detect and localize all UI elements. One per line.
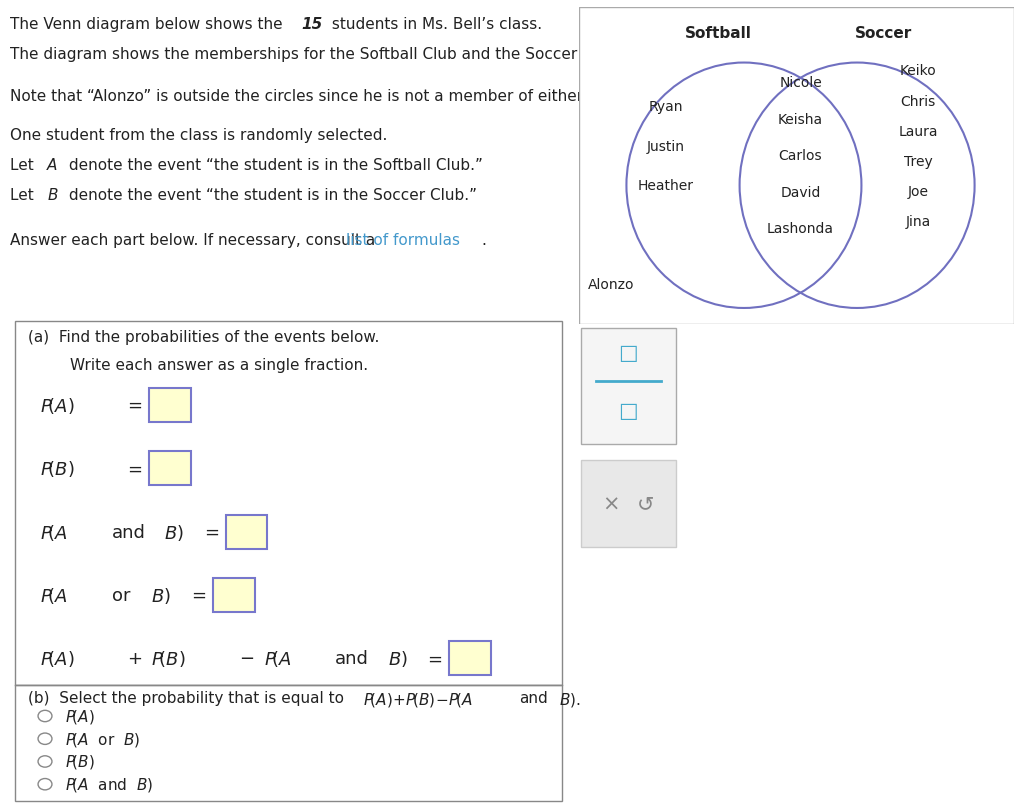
Text: $P\!\left(A\right)$: $P\!\left(A\right)$ — [40, 396, 75, 415]
Text: Softball: Softball — [684, 26, 752, 41]
Text: and: and — [519, 690, 548, 705]
Text: =: = — [427, 650, 442, 667]
FancyBboxPatch shape — [581, 328, 676, 444]
Text: Ryan: Ryan — [648, 100, 683, 114]
Text: $\left.B\right)$: $\left.B\right)$ — [388, 649, 408, 668]
Text: =: = — [204, 523, 219, 541]
Text: and: and — [112, 523, 145, 541]
Text: $\left.B\right)$: $\left.B\right)$ — [152, 586, 171, 605]
Text: $P\!\left(B\right)$: $P\!\left(B\right)$ — [152, 649, 186, 668]
Text: +: + — [127, 650, 142, 667]
Text: $P\!\left(A\right.$: $P\!\left(A\right.$ — [263, 649, 292, 668]
FancyBboxPatch shape — [150, 388, 191, 423]
Text: Carlos: Carlos — [778, 149, 822, 163]
Text: 15: 15 — [302, 17, 323, 32]
FancyBboxPatch shape — [15, 685, 561, 801]
Text: Lashonda: Lashonda — [767, 221, 834, 236]
Text: Let: Let — [10, 188, 39, 203]
Text: or: or — [112, 586, 130, 604]
Text: $P\!\left(A\right.$: $P\!\left(A\right.$ — [40, 586, 68, 605]
Text: Laura: Laura — [898, 124, 938, 139]
Text: $P\!\left(B\right)$: $P\!\left(B\right)$ — [65, 753, 94, 770]
Text: $P\!\left(A\right)$: $P\!\left(A\right)$ — [40, 649, 75, 668]
Text: Keisha: Keisha — [778, 113, 823, 127]
Text: and: and — [335, 650, 369, 667]
Text: $\left.B\right)$: $\left.B\right)$ — [164, 522, 184, 542]
FancyBboxPatch shape — [150, 452, 191, 486]
Text: Chris: Chris — [900, 94, 936, 109]
Text: Note that “Alonzo” is outside the circles since he is not a member of either clu: Note that “Alonzo” is outside the circle… — [10, 89, 626, 104]
Text: =: = — [191, 586, 206, 604]
Text: Nicole: Nicole — [779, 76, 822, 90]
Text: list of formulas: list of formulas — [346, 234, 461, 248]
Text: denote the event “the student is in the Softball Club.”: denote the event “the student is in the … — [63, 158, 482, 173]
Text: students in Ms. Bell’s class.: students in Ms. Bell’s class. — [327, 17, 542, 32]
Text: □: □ — [618, 401, 638, 421]
Text: $\left.B\right).$: $\left.B\right).$ — [558, 690, 581, 708]
Text: The Venn diagram below shows the: The Venn diagram below shows the — [10, 17, 288, 32]
Text: The diagram shows the memberships for the Softball Club and the Soccer Club.: The diagram shows the memberships for th… — [10, 47, 622, 62]
Text: $P\!\left(B\right)$: $P\!\left(B\right)$ — [40, 459, 75, 478]
Text: −: − — [239, 650, 254, 667]
Text: Jina: Jina — [905, 215, 931, 229]
Text: B: B — [47, 188, 57, 203]
Text: Answer each part below. If necessary, consult a: Answer each part below. If necessary, co… — [10, 234, 380, 248]
Text: (b)  Select the probability that is equal to: (b) Select the probability that is equal… — [28, 690, 344, 705]
Text: $P\!\left(A\right)$: $P\!\left(A\right)$ — [65, 707, 94, 725]
Text: $P\!\left(A\right.$  or  $\left.B\right)$: $P\!\left(A\right.$ or $\left.B\right)$ — [65, 730, 140, 748]
Text: Write each answer as a single fraction.: Write each answer as a single fraction. — [70, 358, 368, 372]
FancyBboxPatch shape — [450, 642, 490, 676]
Text: $P\!\left(A\right)\!+\!P\!\left(B\right)\!-\!P\!\left(A\right.$: $P\!\left(A\right)\!+\!P\!\left(B\right)… — [362, 690, 473, 708]
Text: =: = — [127, 397, 142, 414]
Circle shape — [38, 710, 52, 722]
FancyBboxPatch shape — [225, 515, 267, 549]
Text: denote the event “the student is in the Soccer Club.”: denote the event “the student is in the … — [63, 188, 477, 203]
Text: □: □ — [618, 342, 638, 363]
FancyBboxPatch shape — [15, 322, 561, 685]
Circle shape — [38, 733, 52, 744]
Text: Justin: Justin — [646, 139, 685, 153]
FancyBboxPatch shape — [213, 578, 255, 612]
Text: $P\!\left(A\right.$: $P\!\left(A\right.$ — [40, 522, 68, 542]
FancyBboxPatch shape — [579, 8, 1014, 324]
Text: Soccer: Soccer — [855, 26, 911, 41]
Text: $P\!\left(A\right.$  and  $\left.B\right)$: $P\!\left(A\right.$ and $\left.B\right)$ — [65, 775, 154, 793]
Text: =: = — [127, 460, 142, 478]
Circle shape — [38, 779, 52, 790]
Text: Let: Let — [10, 158, 39, 173]
Text: .: . — [481, 234, 486, 248]
Text: David: David — [780, 186, 820, 200]
Circle shape — [38, 756, 52, 767]
Text: Alonzo: Alonzo — [588, 278, 635, 292]
Text: One student from the class is randomly selected.: One student from the class is randomly s… — [10, 128, 388, 143]
FancyBboxPatch shape — [581, 460, 676, 547]
Text: Trey: Trey — [903, 155, 933, 169]
Text: Heather: Heather — [638, 179, 693, 193]
Text: ↺: ↺ — [637, 494, 654, 514]
Text: ×: × — [602, 494, 620, 514]
Text: Joe: Joe — [907, 185, 929, 199]
Text: (a)  Find the probabilities of the events below.: (a) Find the probabilities of the events… — [28, 329, 380, 344]
Text: A: A — [47, 158, 57, 173]
Text: Keiko: Keiko — [900, 64, 936, 79]
